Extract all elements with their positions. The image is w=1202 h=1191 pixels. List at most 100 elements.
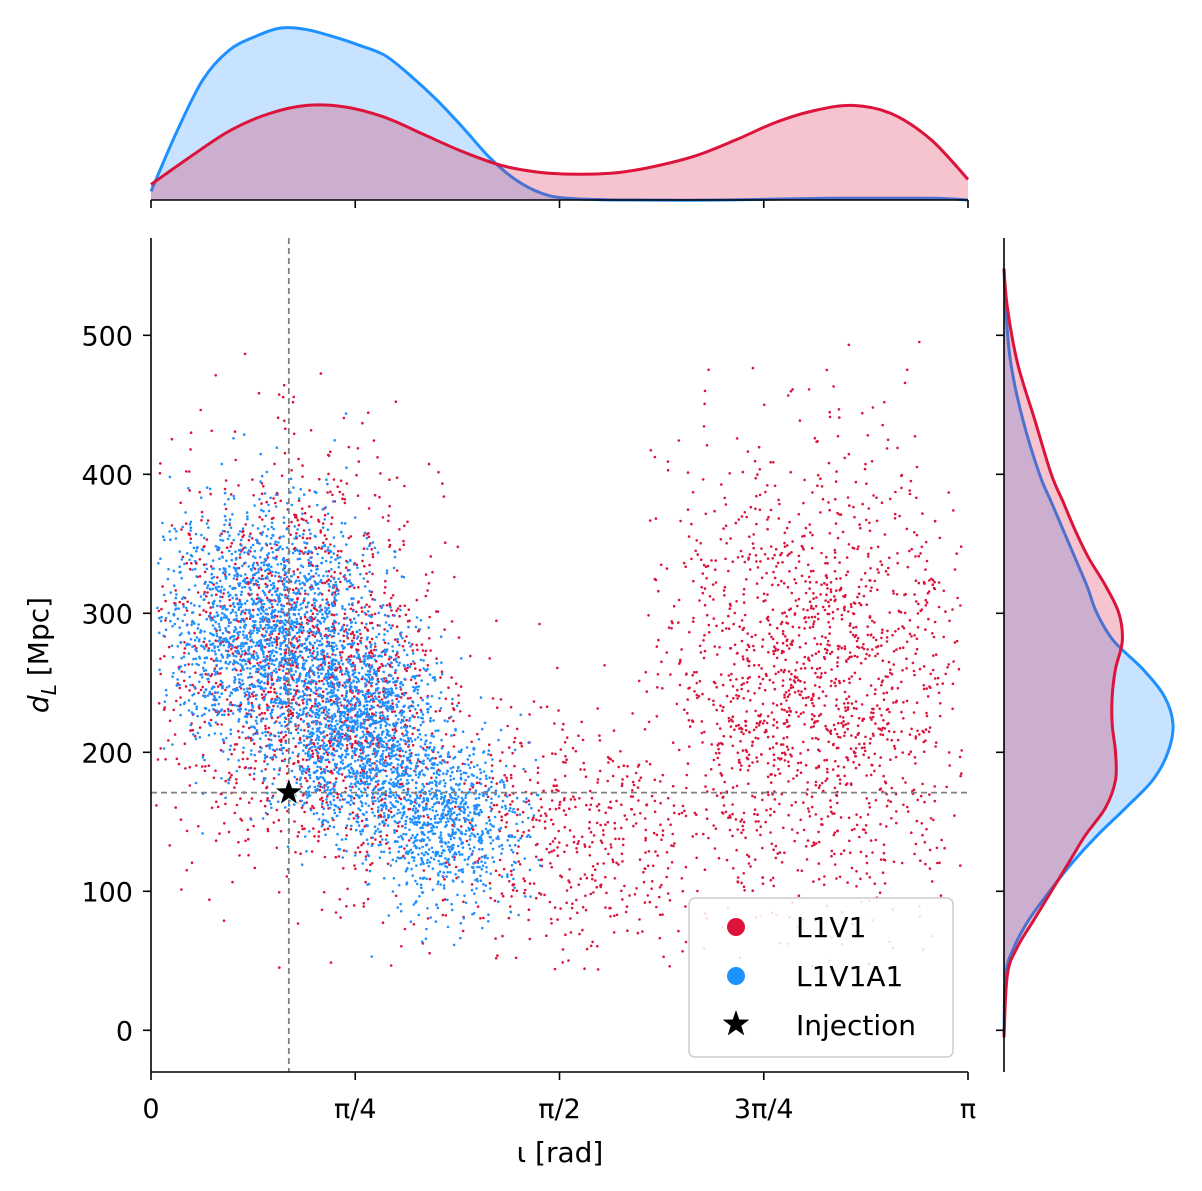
- scatter-point: [847, 343, 851, 347]
- scatter-point: [864, 831, 868, 834]
- scatter-point: [854, 736, 857, 739]
- scatter-point: [780, 651, 784, 655]
- scatter-point: [834, 677, 838, 681]
- scatter-point: [206, 586, 209, 590]
- scatter-point: [830, 849, 834, 853]
- scatter-point: [311, 752, 315, 755]
- scatter-point: [297, 497, 301, 500]
- scatter-point: [277, 632, 281, 636]
- scatter-point: [772, 650, 775, 653]
- scatter-point: [158, 616, 161, 620]
- scatter-point: [885, 447, 889, 450]
- scatter-point: [408, 619, 411, 623]
- scatter-point: [263, 524, 266, 528]
- scatter-point: [176, 678, 179, 681]
- scatter-point: [900, 730, 903, 733]
- scatter-point: [873, 579, 877, 583]
- scatter-point: [197, 623, 200, 626]
- scatter-point: [257, 586, 261, 590]
- scatter-point: [295, 689, 298, 692]
- scatter-point: [276, 416, 280, 420]
- scatter-point: [285, 705, 288, 709]
- scatter-point: [280, 713, 284, 716]
- scatter-point: [799, 712, 803, 715]
- scatter-point: [870, 460, 874, 463]
- scatter-point: [274, 570, 278, 574]
- scatter-point: [311, 624, 315, 628]
- scatter-point: [320, 805, 324, 809]
- scatter-point: [413, 662, 416, 665]
- scatter-point: [494, 956, 498, 960]
- scatter-point: [846, 570, 850, 573]
- scatter-point: [360, 677, 364, 681]
- scatter-point: [265, 608, 268, 611]
- scatter-point: [812, 622, 815, 626]
- scatter-point: [802, 501, 805, 505]
- scatter-point: [680, 811, 684, 815]
- scatter-point: [684, 865, 688, 869]
- scatter-point: [315, 680, 318, 684]
- scatter-point: [854, 755, 858, 758]
- scatter-point: [792, 777, 795, 780]
- scatter-point: [220, 585, 224, 589]
- scatter-point: [545, 934, 548, 937]
- scatter-point: [201, 685, 204, 689]
- scatter-point: [341, 684, 345, 687]
- scatter-point: [822, 655, 826, 659]
- scatter-point: [917, 602, 920, 606]
- scatter-point: [210, 649, 214, 652]
- scatter-point: [247, 549, 251, 552]
- scatter-point: [373, 546, 377, 550]
- scatter-point: [402, 539, 405, 543]
- scatter-point: [193, 702, 197, 705]
- scatter-point: [746, 659, 749, 662]
- scatter-point: [391, 728, 395, 732]
- scatter-point: [796, 769, 799, 772]
- scatter-point: [370, 621, 374, 625]
- scatter-point: [833, 728, 837, 731]
- scatter-point: [624, 910, 628, 914]
- scatter-point: [296, 557, 300, 561]
- scatter-point: [915, 701, 919, 704]
- scatter-point: [307, 558, 310, 562]
- scatter-point: [892, 650, 896, 653]
- scatter-point: [342, 849, 346, 852]
- scatter-point: [810, 844, 814, 848]
- scatter-point: [882, 851, 886, 855]
- scatter-point: [323, 657, 326, 661]
- scatter-point: [336, 556, 340, 560]
- scatter-point: [244, 573, 247, 576]
- scatter-point: [267, 552, 271, 555]
- scatter-point: [268, 569, 272, 572]
- scatter-point: [259, 661, 262, 664]
- scatter-point: [174, 806, 177, 809]
- scatter-point: [323, 581, 327, 585]
- scatter-point: [895, 699, 898, 703]
- scatter-point: [366, 897, 370, 901]
- scatter-point: [839, 577, 842, 580]
- scatter-point: [170, 644, 174, 647]
- scatter-point: [617, 765, 620, 769]
- scatter-point: [852, 750, 856, 753]
- scatter-point: [219, 595, 222, 599]
- scatter-point: [599, 839, 603, 842]
- scatter-point: [330, 641, 334, 645]
- scatter-point: [310, 704, 314, 708]
- scatter-point: [564, 761, 567, 764]
- scatter-point: [172, 569, 176, 573]
- scatter-point: [234, 655, 238, 658]
- scatter-point: [609, 843, 613, 846]
- scatter-point: [931, 583, 934, 586]
- scatter-point: [885, 804, 889, 808]
- scatter-point: [828, 415, 832, 419]
- scatter-point: [861, 411, 864, 415]
- scatter-point: [252, 742, 256, 745]
- scatter-point: [264, 693, 268, 696]
- scatter-point: [565, 901, 568, 905]
- scatter-point: [723, 780, 726, 784]
- scatter-point: [704, 565, 708, 569]
- scatter-point: [825, 593, 828, 596]
- scatter-point: [711, 583, 715, 586]
- scatter-point: [342, 714, 346, 718]
- scatter-point: [568, 829, 572, 832]
